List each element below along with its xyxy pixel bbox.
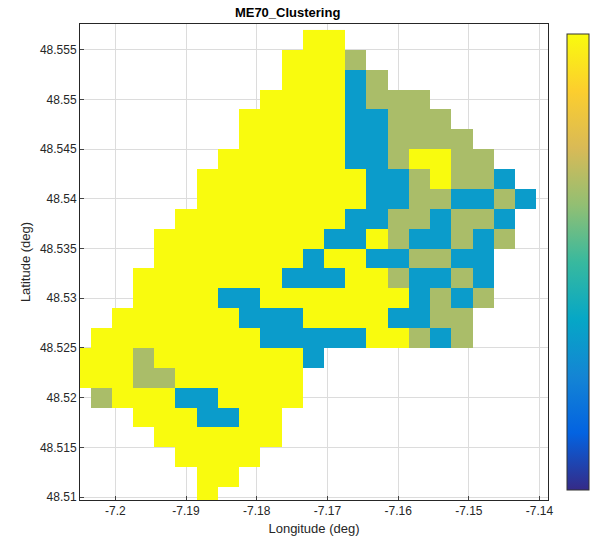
svg-text:Latitude (deg): Latitude (deg) (18, 222, 33, 302)
svg-text:48.555: 48.555 (40, 43, 77, 57)
svg-text:-7.19: -7.19 (172, 504, 200, 518)
svg-text:48.52: 48.52 (47, 391, 77, 405)
svg-text:-7.17: -7.17 (314, 504, 342, 518)
svg-text:-7.15: -7.15 (455, 504, 483, 518)
svg-text:48.545: 48.545 (40, 142, 77, 156)
svg-text:ME70_Clustering: ME70_Clustering (235, 5, 341, 20)
svg-text:48.535: 48.535 (40, 242, 77, 256)
svg-text:-7.14: -7.14 (526, 504, 554, 518)
svg-text:-7.18: -7.18 (243, 504, 271, 518)
svg-text:48.53: 48.53 (47, 291, 77, 305)
svg-text:48.55: 48.55 (47, 93, 77, 107)
svg-text:48.51: 48.51 (47, 490, 77, 504)
svg-text:-7.2: -7.2 (105, 504, 126, 518)
svg-text:48.54: 48.54 (47, 192, 77, 206)
svg-text:48.525: 48.525 (40, 341, 77, 355)
svg-text:48.515: 48.515 (40, 441, 77, 455)
svg-text:-7.16: -7.16 (384, 504, 412, 518)
svg-text:Longitude (deg): Longitude (deg) (268, 521, 359, 536)
